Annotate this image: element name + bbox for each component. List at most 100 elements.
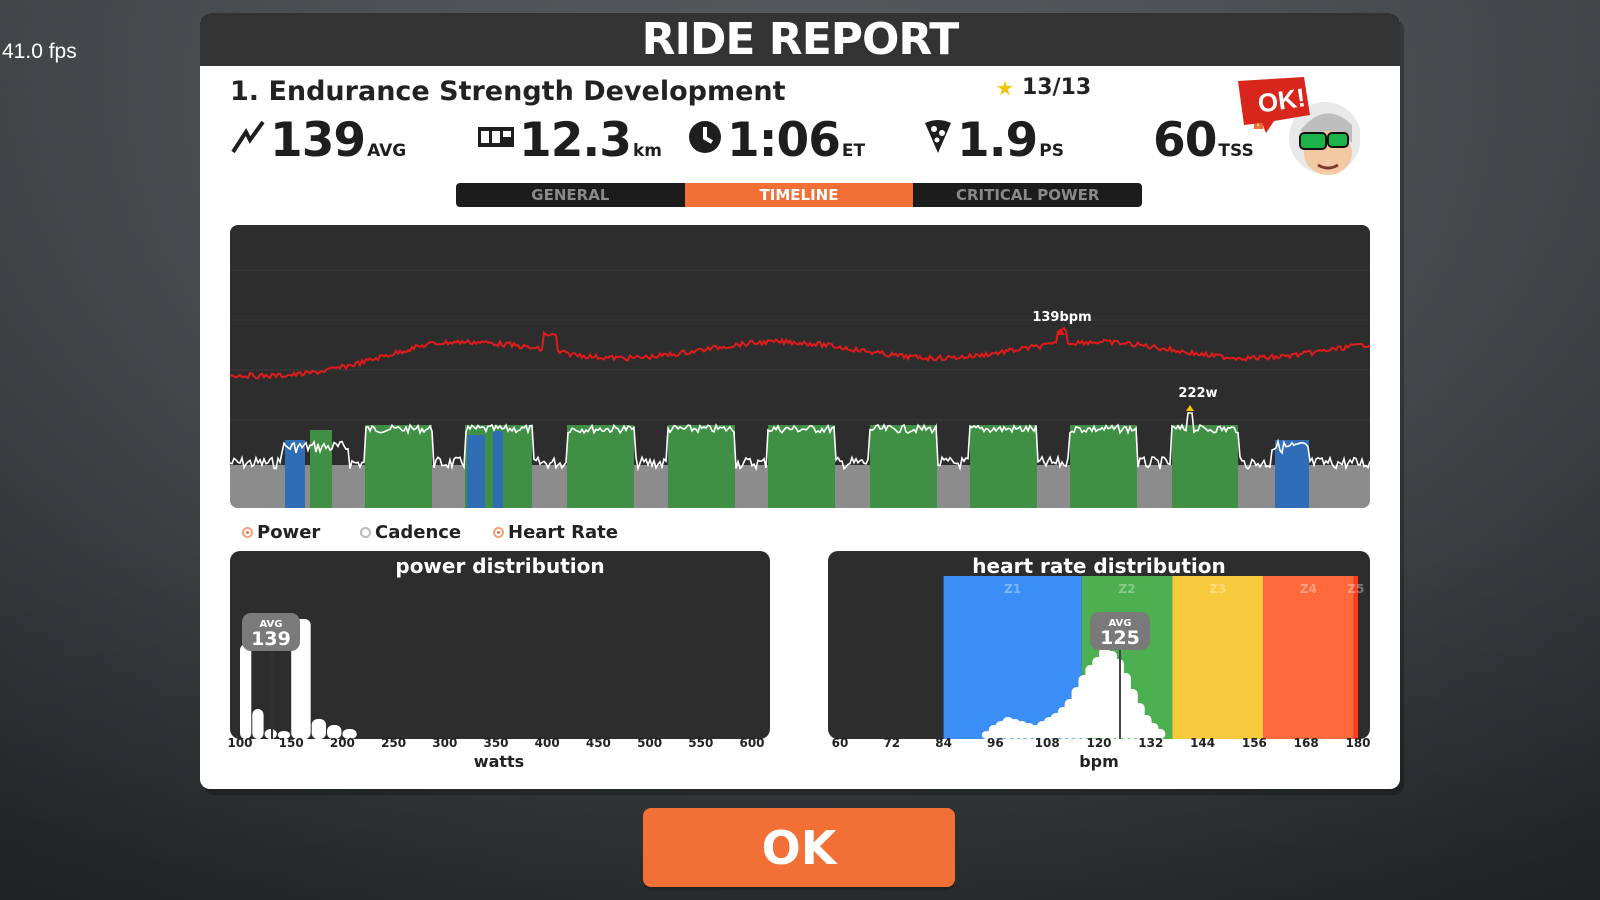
power-avg-value: 139 <box>251 628 291 650</box>
power-bin <box>264 729 277 739</box>
report-tabs: GENERAL TIMELINE CRITICAL POWER <box>456 183 1142 207</box>
stat-distance: 12.3 km <box>477 113 662 168</box>
power-tick-label: 450 <box>585 736 611 750</box>
interval-block <box>365 425 432 508</box>
tss-value: 60 <box>1153 113 1217 168</box>
power-line <box>230 412 1370 472</box>
stat-value: 1.9 <box>957 113 1038 168</box>
odometer-icon <box>477 123 515 158</box>
interval-block <box>870 425 937 508</box>
stat-pizza-slices: 1.9 PS <box>923 113 1064 168</box>
interval-block <box>567 425 634 508</box>
tss-unit: TSS <box>1218 141 1254 161</box>
badge-text: OK! <box>1256 82 1307 118</box>
radio-cadence[interactable] <box>360 527 371 538</box>
hr-peak-label: 139bpm <box>1032 310 1091 325</box>
power-bin <box>277 731 291 739</box>
tss-help-icon[interactable]: ? <box>1253 119 1263 129</box>
heart-rate-line <box>230 326 1370 380</box>
legend-heart-rate-label: Heart Rate <box>508 522 618 543</box>
hr-zone-band <box>1263 576 1354 739</box>
hr-axis-title: bpm <box>1079 752 1119 771</box>
interval-block <box>1070 425 1137 508</box>
interval-stripe <box>467 435 485 508</box>
power-peak-marker <box>1186 405 1194 411</box>
legend-power[interactable]: Power <box>242 522 320 543</box>
modal-header: RIDE REPORT <box>200 13 1400 66</box>
workout-name: 1. Endurance Strength Development <box>230 76 786 107</box>
interval-block <box>1172 425 1238 508</box>
star-icon: ★ <box>996 75 1014 100</box>
hr-distribution-panel: heart rate distribution Z1 Z2 Z3 Z4 Z5 AVG 1… <box>828 551 1370 739</box>
stars-value: 13/13 <box>1021 75 1092 100</box>
tab-general[interactable]: GENERAL <box>531 186 610 204</box>
power-bin <box>311 719 327 739</box>
warmup-block <box>285 440 305 508</box>
hr-distribution-title: heart rate distribution <box>972 554 1226 578</box>
hr-zone-band <box>1353 576 1358 739</box>
hr-avg-label: AVG <box>1108 618 1131 629</box>
power-bolt-icon <box>230 120 266 162</box>
tab-timeline[interactable]: TIMELINE <box>684 183 914 207</box>
stat-unit: km <box>632 141 662 161</box>
radio-heart-rate[interactable] <box>493 527 504 538</box>
hr-zone-label: Z1 <box>1004 582 1021 596</box>
interval-block <box>668 425 735 508</box>
hr-tick-label: 144 <box>1190 736 1216 750</box>
interval-block <box>768 425 835 508</box>
legend-power-label: Power <box>257 522 321 543</box>
power-tick-label: 100 <box>227 736 253 750</box>
power-bin <box>240 644 252 739</box>
stat-value: 12.3 <box>519 113 632 168</box>
stat-value: 1:06 <box>727 113 841 168</box>
power-bin <box>252 709 264 739</box>
modal-title: RIDE REPORT <box>641 14 960 65</box>
hr-zone-band <box>1172 576 1264 739</box>
radio-power[interactable] <box>242 527 253 538</box>
power-bin <box>327 725 342 739</box>
stat-elapsed-time: 1:06 ET <box>687 113 865 168</box>
hr-zone-label: Z3 <box>1209 582 1226 596</box>
legend-cadence[interactable]: Cadence <box>360 522 461 543</box>
stat-value: 139 <box>270 113 366 168</box>
hr-zone-label: Z5 <box>1347 582 1364 596</box>
hr-tick-label: 60 <box>831 736 849 750</box>
stat-tss: 60 TSS ? <box>1153 113 1263 168</box>
hr-tick-label: 168 <box>1293 736 1319 750</box>
power-avg-badge <box>242 613 300 651</box>
legend-heart-rate[interactable]: Heart Rate <box>493 522 618 543</box>
hr-zone-label: Z2 <box>1119 582 1136 596</box>
hr-bin <box>1154 729 1166 739</box>
stars-count: ★ 13/13 <box>996 75 1091 100</box>
power-peak-label: 222w <box>1178 386 1217 401</box>
power-tick-label: 500 <box>637 736 663 750</box>
power-tick-label: 200 <box>329 736 355 750</box>
clock-icon <box>687 119 723 163</box>
ok-character-badge: OK! <box>1230 73 1361 178</box>
power-tick-label: 350 <box>483 736 509 750</box>
hr-tick-label: 180 <box>1345 736 1371 750</box>
power-tick-label: 550 <box>688 736 714 750</box>
power-avg-label: AVG <box>259 619 282 630</box>
tab-critical-power[interactable]: CRITICAL POWER <box>955 186 1100 204</box>
stat-unit: AVG <box>367 141 407 161</box>
hr-zone-label: Z4 <box>1300 582 1317 596</box>
ok-button[interactable]: OK <box>643 808 955 887</box>
hr-tick-label: 108 <box>1034 736 1060 750</box>
power-tick-label: 600 <box>739 736 765 750</box>
hr-axis-ticks: 60 72 84 96 108 120 132 144 156 168 180 <box>828 736 1371 754</box>
hr-tick-label: 84 <box>935 736 952 750</box>
legend-cadence-label: Cadence <box>375 522 462 543</box>
power-bin <box>342 729 357 739</box>
power-tick-label: 300 <box>432 736 458 750</box>
hr-tick-label: 120 <box>1086 736 1112 750</box>
power-tick-label: 250 <box>381 736 407 750</box>
power-distribution-title: power distribution <box>395 554 605 578</box>
hr-tick-label: 96 <box>987 736 1004 750</box>
power-tick-label: 400 <box>534 736 560 750</box>
interval-stripe <box>493 431 503 508</box>
stat-unit: ET <box>841 141 866 161</box>
hr-tick-label: 72 <box>883 736 901 750</box>
power-axis-ticks: 100 150 200 250 300 350 400 450 500 550 600 <box>227 736 770 754</box>
hr-avg-value: 125 <box>1100 627 1140 649</box>
